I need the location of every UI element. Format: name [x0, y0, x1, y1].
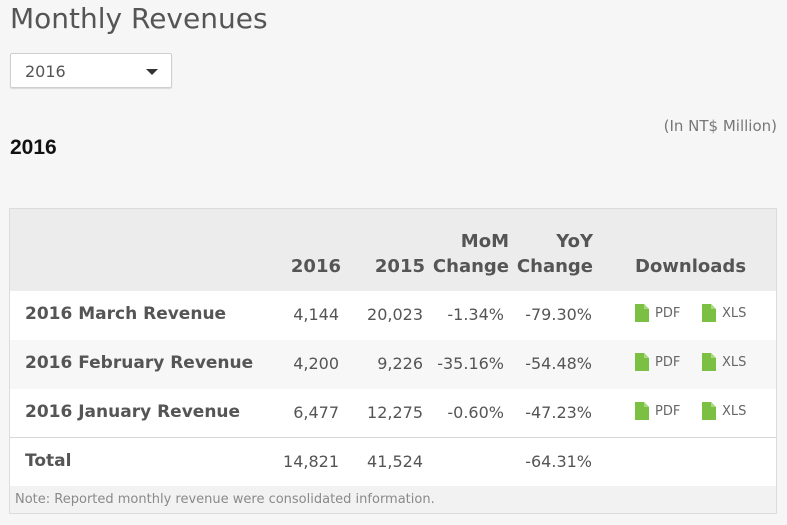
- header-yoy-line2: Change: [516, 256, 593, 277]
- header-current-year: 2016: [290, 256, 341, 277]
- pdf-download-link[interactable]: PDF: [635, 304, 680, 326]
- row-current: 4,144: [293, 305, 339, 324]
- total-yoy: -64.31%: [525, 452, 592, 471]
- header-mom-line1: MoM: [460, 231, 509, 252]
- header-mom-line2: Change: [432, 256, 509, 277]
- row-prior: 20,023: [367, 305, 423, 324]
- row-mom: -35.16%: [437, 354, 504, 373]
- pdf-download-link[interactable]: PDF: [635, 402, 680, 424]
- document-icon: [635, 304, 649, 322]
- total-label: Total: [25, 451, 72, 471]
- divider: [10, 437, 776, 438]
- document-icon: [635, 402, 649, 420]
- year-select-value: 2016: [25, 62, 66, 81]
- table-row: 2016 March Revenue 4,144 20,023 -1.34% -…: [10, 291, 776, 340]
- row-label: 2016 February Revenue: [25, 353, 254, 373]
- row-prior: 12,275: [367, 403, 423, 422]
- total-row: Total 14,821 41,524 -64.31%: [10, 438, 776, 487]
- xls-download-link[interactable]: XLS: [702, 304, 746, 326]
- row-current: 6,477: [293, 403, 339, 422]
- xls-download-link[interactable]: XLS: [702, 353, 746, 375]
- header-yoy-line1: YoY: [556, 231, 593, 252]
- header-prior-year: 2015: [374, 256, 425, 277]
- footnote-text: Note: Reported monthly revenue were cons…: [15, 492, 435, 507]
- document-icon: [702, 304, 716, 322]
- row-label: 2016 March Revenue: [25, 304, 227, 324]
- unit-note: (In NT$ Million): [663, 117, 777, 135]
- document-icon: [702, 353, 716, 371]
- table-row: 2016 February Revenue 4,200 9,226 -35.16…: [10, 340, 776, 389]
- xls-download-link[interactable]: XLS: [702, 402, 746, 424]
- document-icon: [635, 353, 649, 371]
- row-yoy: -47.23%: [525, 403, 592, 422]
- table-row: 2016 January Revenue 6,477 12,275 -0.60%…: [10, 389, 776, 438]
- header-downloads: Downloads: [635, 256, 747, 277]
- row-yoy: -54.48%: [525, 354, 592, 373]
- row-yoy: -79.30%: [525, 305, 592, 324]
- revenue-table: 2016 2015 MoM Change YoY Change Download…: [9, 208, 777, 514]
- row-label: 2016 January Revenue: [25, 402, 241, 422]
- document-icon: [702, 402, 716, 420]
- row-mom: -0.60%: [447, 403, 504, 422]
- caret-down-icon: [146, 69, 158, 75]
- table-footnote: Note: Reported monthly revenue were cons…: [10, 486, 776, 513]
- total-current: 14,821: [283, 452, 339, 471]
- row-current: 4,200: [293, 354, 339, 373]
- row-prior: 9,226: [377, 354, 423, 373]
- table-header: 2016 2015 MoM Change YoY Change Download…: [10, 209, 776, 291]
- year-select[interactable]: 2016: [10, 53, 172, 88]
- page-title: Monthly Revenues: [10, 2, 268, 35]
- section-year-heading: 2016: [10, 136, 57, 159]
- total-prior: 41,524: [367, 452, 423, 471]
- pdf-download-link[interactable]: PDF: [635, 353, 680, 375]
- row-mom: -1.34%: [447, 305, 504, 324]
